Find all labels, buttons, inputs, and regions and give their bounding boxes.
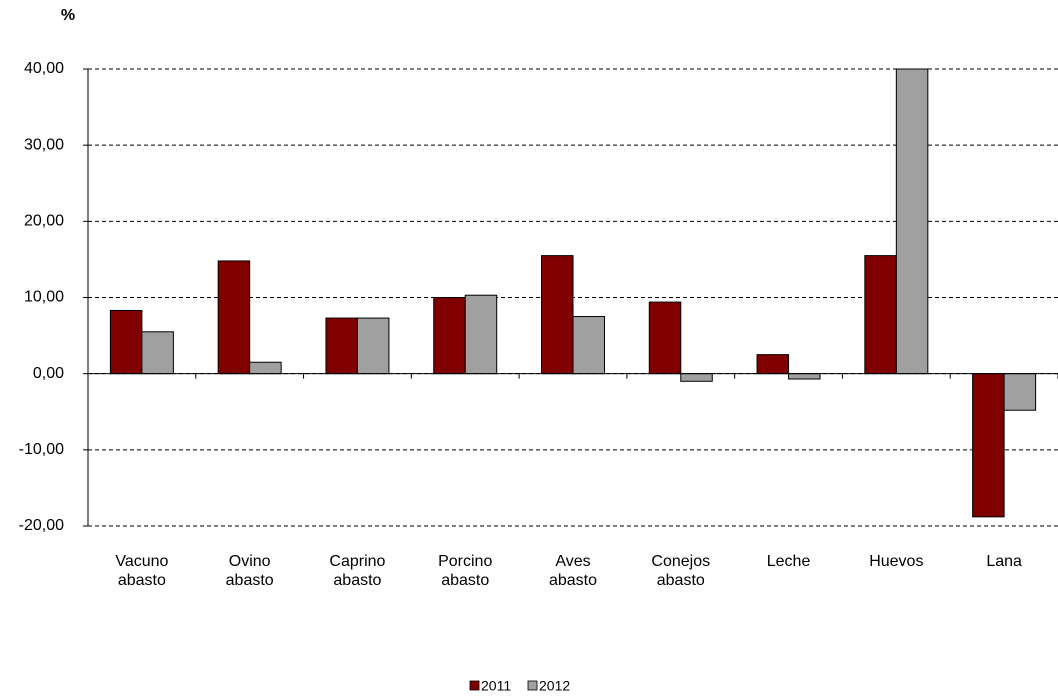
x-tick-label-line: Conejos [651,553,710,570]
x-tick-label-line: Ovino [229,553,271,570]
bar [680,373,713,382]
x-tick-label: Ovino abasto [226,553,274,589]
bar [249,361,282,375]
bar [788,373,821,380]
x-tick-label: Porcino abasto [438,553,492,589]
x-tick-label-line: Caprino [329,553,385,570]
legend-swatch [527,680,538,691]
legend-label: 2012 [539,678,570,694]
x-tick-label-line: Lana [986,553,1022,570]
x-tick-label-line: Vacuno [115,553,168,570]
x-tick-label-line: Huevos [869,553,923,570]
x-tick-label-line: abasto [333,572,381,589]
x-tick-label-line: Aves [555,553,590,570]
bar [109,309,143,375]
x-tick-label: Vacuno abasto [115,553,168,589]
y-tick-label: 30,00 [24,136,64,153]
x-tick-label: Huevos [869,553,923,570]
x-tick-label-line: Leche [767,553,811,570]
bar [1003,373,1037,411]
y-tick-label: 40,00 [24,60,64,77]
bar [541,255,574,375]
y-tick-label: 10,00 [24,289,64,306]
x-tick-label: Caprino abasto [329,553,385,589]
bar [325,317,358,375]
x-tick-label-line: Porcino [438,553,492,570]
x-tick-label: Lana [986,553,1022,570]
y-tick-label: -10,00 [19,441,64,458]
y-tick-label: -20,00 [19,517,64,534]
y-tick-label: 20,00 [24,213,64,230]
bar [141,331,174,375]
bar [756,354,790,375]
bar [356,317,390,375]
x-tick-label-line: abasto [226,572,274,589]
x-tick-label-line: abasto [549,572,597,589]
bar [433,297,466,375]
x-tick-label: Leche [767,553,811,570]
x-tick-label: Conejos abasto [651,553,710,589]
y-axis-label: % [61,7,75,24]
bar [464,294,498,375]
bar [895,68,929,375]
bar [572,316,605,375]
bar [217,260,251,375]
legend-swatch [469,680,480,691]
x-tick-label-line: abasto [657,572,705,589]
bar [972,373,1005,518]
bar [864,255,897,375]
legend-label: 2011 [481,678,511,694]
x-tick-label: Aves abasto [549,553,597,589]
x-tick-label-line: abasto [441,572,489,589]
x-tick-label-line: abasto [118,572,166,589]
y-tick-label: 0,00 [33,365,64,382]
bar [648,301,682,375]
